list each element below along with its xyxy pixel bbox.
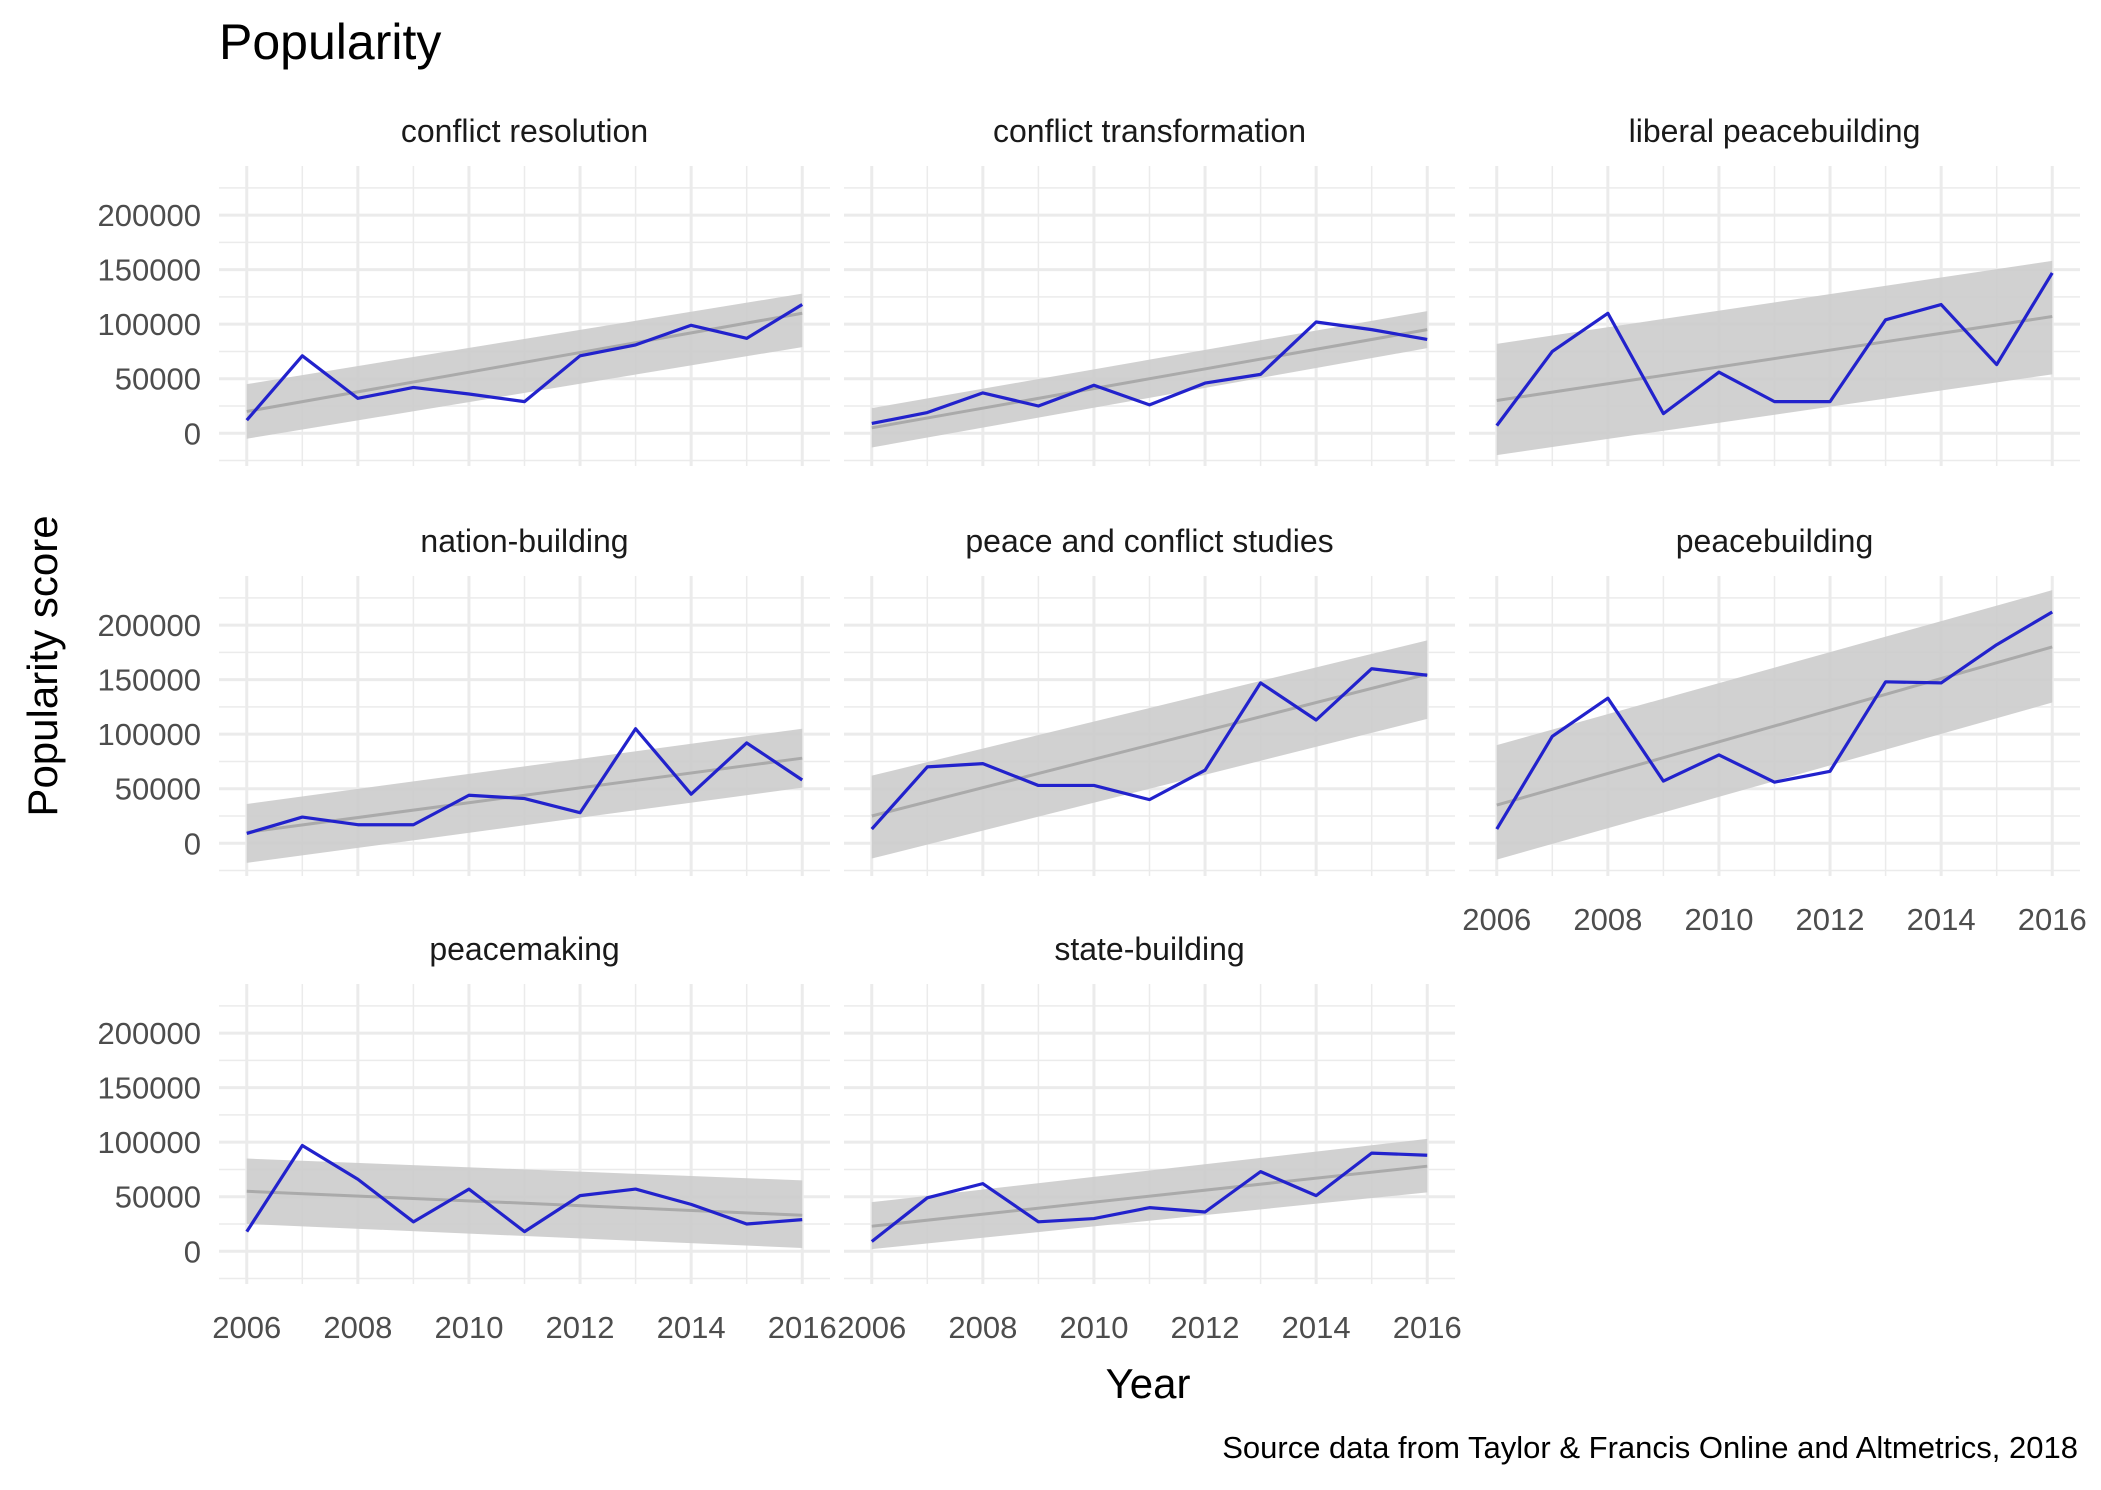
y-tick-label: 200000 [98, 608, 201, 643]
panels-group: conflict resolution 0 50000 100000 150000 200… [98, 113, 2087, 1345]
x-tick-label: 2006 [837, 1310, 906, 1345]
x-tick-label: 2016 [1393, 1310, 1462, 1345]
series-line [870, 667, 1428, 831]
facet-strip-label: liberal peacebuilding [1629, 113, 1921, 149]
x-tick-label: 2010 [1059, 1310, 1128, 1345]
confidence-band [871, 1138, 1428, 1250]
x-tick-label: 2008 [948, 1310, 1017, 1345]
facet-strip-label: peace and conflict studies [965, 523, 1333, 559]
x-tick-label: 2016 [768, 1310, 837, 1345]
series-line [1495, 610, 2054, 830]
panel-nation-building: nation-building 0 50000 100000 150000 200000 [98, 523, 830, 876]
confidence-band [871, 640, 1428, 859]
caption: Source data from Taylor & Francis Online… [1222, 1430, 2078, 1465]
x-tick-label: 2010 [434, 1310, 503, 1345]
series-line [1495, 272, 2054, 427]
y-tick-label: 150000 [98, 253, 201, 288]
y-tick-label: 50000 [115, 362, 201, 397]
series-line [246, 727, 804, 835]
x-tick-label: 2012 [1171, 1310, 1240, 1345]
series-line [871, 320, 1428, 426]
trend-line [1496, 315, 2053, 403]
x-tick-label: 2016 [2018, 902, 2087, 937]
facet-strip-label: nation-building [420, 523, 628, 559]
y-tick-label: 50000 [115, 1180, 201, 1215]
series-line [245, 303, 804, 422]
x-tick-label: 2006 [1462, 902, 1531, 937]
trend-line [871, 1164, 1428, 1228]
y-tick-label: 100000 [98, 1125, 201, 1160]
y-tick-label: 0 [184, 826, 201, 861]
series-line [245, 1143, 803, 1234]
y-tick-label: 150000 [98, 663, 201, 698]
y-tick-label: 50000 [115, 772, 201, 807]
chart-title: Popularity [219, 14, 441, 70]
series-line [870, 1151, 1428, 1243]
panel-state-building: state-building 2006 2008 2010 2012 2014 2016 [837, 931, 1461, 1345]
x-tick-label: 2012 [1796, 902, 1865, 937]
facet-strip-label: conflict resolution [401, 113, 648, 149]
x-tick-label: 2012 [546, 1310, 615, 1345]
y-tick-label: 150000 [98, 1071, 201, 1106]
panel-conflict-resolution: conflict resolution 0 50000 100000 150000 200… [98, 113, 830, 466]
y-tick-label: 200000 [98, 1016, 201, 1051]
trend-line [1496, 645, 2053, 807]
y-axis-title: Popularity score [19, 515, 66, 816]
facet-strip-label: state-building [1054, 931, 1244, 967]
x-axis-title: Year [1106, 1360, 1191, 1407]
facet-strip-label: peacemaking [429, 931, 619, 967]
x-tick-label: 2014 [1282, 1310, 1351, 1345]
confidence-band [246, 293, 803, 439]
y-tick-label: 100000 [98, 717, 201, 752]
facet-strip-label: peacebuilding [1676, 523, 1874, 559]
y-tick-label: 0 [184, 1234, 201, 1269]
y-tick-label: 100000 [98, 307, 201, 342]
x-tick-label: 2006 [212, 1310, 281, 1345]
trend-line [871, 672, 1428, 818]
facet-strip-label: conflict transformation [993, 113, 1306, 149]
y-tick-label: 200000 [98, 198, 201, 233]
trend-line [246, 756, 803, 834]
panel-peacebuilding: peacebuilding 2006 2008 2010 2012 2014 2016 [1462, 523, 2086, 937]
x-tick-label: 2008 [1573, 902, 1642, 937]
panel-peace-and-conflict-studies: peace and conflict studies [844, 523, 1455, 876]
y-tick-label: 0 [184, 416, 201, 451]
x-tick-label: 2014 [657, 1310, 726, 1345]
panel-peacemaking: peacemaking 0 50000 100000 150000 200000 2006 2… [98, 931, 837, 1345]
x-tick-label: 2010 [1684, 902, 1753, 937]
panel-liberal-peacebuilding: liberal peacebuilding [1469, 113, 2080, 466]
x-tick-label: 2014 [1907, 902, 1976, 937]
x-tick-label: 2008 [323, 1310, 392, 1345]
panel-conflict-transformation: conflict transformation [844, 113, 1455, 466]
trend-line [871, 328, 1428, 430]
